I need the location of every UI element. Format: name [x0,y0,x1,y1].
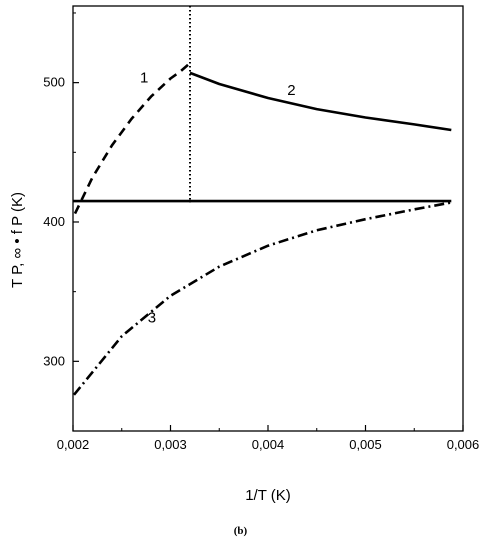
x-tick-label: 0,003 [154,437,187,452]
curve-label-2: 2 [287,82,295,99]
y-tick-label: 300 [43,353,65,368]
panel-label: (b) [233,525,248,537]
axes-layer: 0,002 0,003 0,004 0,005 0,006 300 400 500 [43,5,480,452]
x-tick-label: 0,005 [349,437,382,452]
y-axis-title: T P, ∞ • f P (K) [9,192,26,288]
plot-frame [72,5,464,432]
x-tick-label: 0,004 [252,437,285,452]
x-axis-title: 1/T (K) [245,487,291,504]
y-tick-label: 500 [43,75,65,90]
x-tick-label: 0,002 [57,437,90,452]
series-line-3 [72,201,452,396]
series-line-2 [189,71,452,132]
x-tick-label: 0,006 [447,437,480,452]
curve-label-1: 1 [140,70,148,87]
curve-label-3: 3 [148,309,156,326]
series-layer: 1 2 3 [72,6,452,396]
y-tick-label: 400 [43,214,65,229]
series-line-1 [73,62,191,215]
